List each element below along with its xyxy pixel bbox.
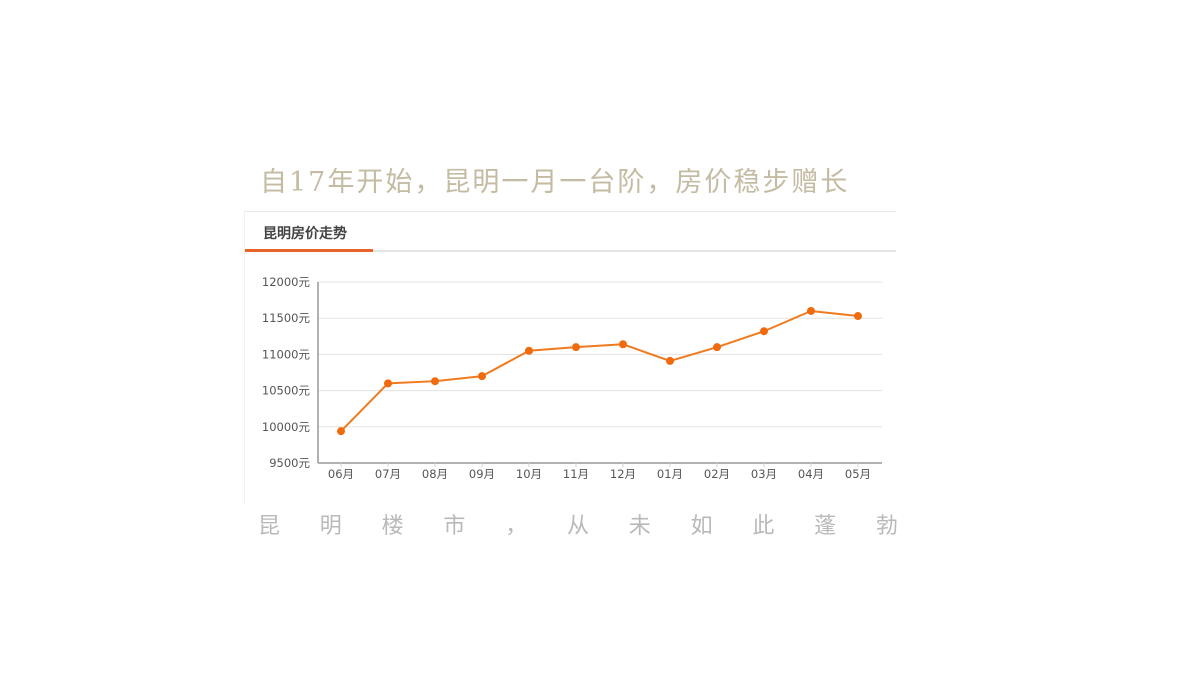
data-point[interactable]: [807, 306, 815, 315]
panel-title[interactable]: 昆明房价走势: [263, 226, 347, 242]
subline-char: ，: [505, 514, 528, 539]
x-tick-label: 07月: [375, 467, 401, 481]
subline-char: 昆: [258, 514, 281, 539]
subline-char: 勃: [875, 514, 898, 539]
price-trend-line-chart: 9500元 10000元 10500元 11000元 11500元 12000元 06月 07…: [262, 275, 882, 481]
subline-char: 蓬: [814, 514, 837, 539]
data-point[interactable]: [525, 346, 533, 355]
x-tick-label: 12月: [610, 467, 636, 481]
data-point[interactable]: [572, 343, 580, 352]
headline: 自17年开始，昆明一月一台阶，房价稳步赠长: [260, 167, 850, 198]
x-tick-label: 09月: [469, 467, 495, 481]
y-tick-label: 12000元: [262, 275, 311, 289]
data-point[interactable]: [431, 377, 439, 386]
x-tick-label: 08月: [422, 467, 448, 481]
x-tick-label: 01月: [657, 467, 683, 481]
data-point[interactable]: [384, 379, 392, 388]
subline-char: 如: [690, 514, 713, 539]
y-tick-label: 11500元: [262, 311, 311, 325]
y-tick-label: 11000元: [262, 347, 311, 361]
y-tick-label: 10000元: [262, 420, 311, 434]
subline-char: 楼: [381, 514, 404, 539]
panel-header: 昆明房价走势: [245, 212, 896, 252]
x-tick-label: 04月: [798, 467, 824, 481]
price-line: [340, 309, 859, 432]
subline-char: 从: [566, 514, 589, 539]
x-tick-label: 05月: [845, 467, 871, 481]
y-tick-label: 10500元: [262, 384, 311, 398]
data-point[interactable]: [478, 372, 486, 381]
data-point[interactable]: [760, 327, 768, 336]
subline-char: 未: [628, 514, 651, 539]
data-point[interactable]: [666, 356, 674, 365]
active-tab-underline: [245, 249, 373, 252]
subline-char: 此: [752, 514, 775, 539]
x-tick-label: 11月: [563, 467, 589, 481]
data-point[interactable]: [619, 340, 627, 349]
chart-panel: 昆明房价走势 9500元 10000元 10500元 11000元 11500元 1200…: [244, 211, 896, 504]
subline-text: 昆 明 楼 市 ， 从 未 如 此 蓬 勃: [258, 508, 898, 540]
data-point[interactable]: [854, 312, 862, 321]
x-tick-label: 02月: [704, 467, 730, 481]
data-point[interactable]: [713, 343, 721, 352]
data-point[interactable]: [337, 427, 345, 436]
x-tick-label: 03月: [751, 467, 777, 481]
x-tick-label: 06月: [328, 467, 354, 481]
subline-char: 市: [443, 514, 466, 539]
y-tick-label: 9500元: [269, 456, 310, 470]
subline-char: 明: [319, 514, 342, 539]
x-tick-label: 10月: [516, 467, 542, 481]
